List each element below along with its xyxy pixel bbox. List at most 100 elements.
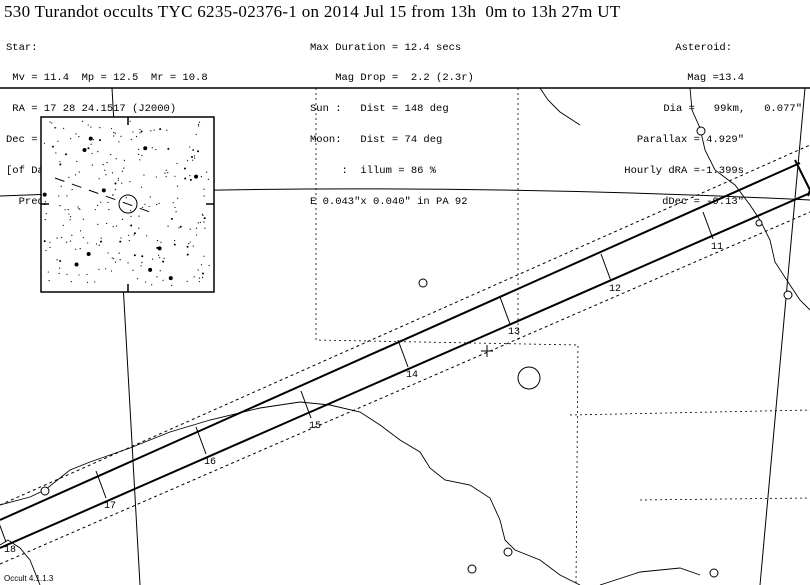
star-dot — [174, 175, 176, 177]
star-dot — [189, 178, 192, 181]
cities — [40, 126, 793, 578]
time-tick — [0, 524, 7, 543]
star-dot — [197, 123, 200, 125]
star-dot — [58, 272, 60, 275]
star-dot — [94, 281, 96, 283]
center-cross — [481, 345, 493, 357]
star-dot — [59, 161, 61, 163]
star-dot — [78, 136, 80, 138]
star-dot — [98, 268, 100, 270]
star-dot — [141, 255, 144, 258]
time-tick-label: 16 — [204, 457, 216, 468]
star-dot — [151, 147, 153, 149]
star-dot — [191, 156, 194, 159]
star-dot — [156, 240, 159, 242]
star-dot — [110, 127, 113, 130]
star-dot — [138, 148, 140, 151]
star-dot — [75, 133, 77, 135]
star-dot — [111, 172, 114, 174]
asteroid-line: dDec = -9.13" — [662, 196, 744, 209]
time-tick-label: 12 — [609, 284, 621, 295]
star-dot — [70, 280, 72, 283]
time-tick — [195, 426, 207, 455]
star-dot — [156, 246, 159, 249]
star-dot — [62, 224, 64, 226]
star-dot — [174, 239, 176, 242]
star-dot — [47, 271, 49, 273]
star-dot — [118, 252, 120, 254]
star-dot — [176, 185, 179, 187]
star-dot — [159, 257, 161, 259]
star-dot — [167, 171, 169, 174]
star-dot — [45, 249, 47, 252]
star-dot — [110, 154, 112, 156]
star-dot — [104, 268, 107, 270]
star-dot — [141, 206, 144, 208]
star-dot — [69, 240, 72, 242]
star-dot — [123, 167, 125, 169]
star-dot — [75, 248, 77, 250]
star-dot — [81, 120, 84, 122]
star-dot — [189, 241, 191, 243]
star-dot — [186, 280, 188, 282]
star-dot — [162, 279, 164, 281]
time-tick — [499, 296, 511, 325]
time-tick-label: 15 — [309, 421, 321, 432]
longitude-line — [759, 87, 806, 585]
star-dot — [49, 246, 51, 249]
star-dot — [129, 181, 131, 183]
star-dot — [114, 182, 117, 185]
state-borders — [315, 88, 810, 585]
star-dot — [100, 237, 102, 239]
star-dot — [152, 258, 154, 260]
time-tick — [702, 211, 714, 240]
star-dot — [71, 234, 73, 236]
star-dot — [199, 221, 201, 224]
star-dot — [114, 189, 117, 191]
star-dot — [78, 274, 80, 276]
star-dot — [197, 269, 199, 271]
time-tick — [95, 470, 107, 499]
star-dot — [69, 216, 72, 218]
star-dot — [105, 174, 107, 176]
star-dot — [195, 227, 198, 229]
star-dot — [98, 244, 100, 246]
event-line: Mag Drop = 2.2 (2.3r) — [310, 72, 474, 85]
star-dot — [61, 236, 63, 239]
star-dot — [197, 125, 200, 127]
star-dot — [198, 281, 201, 283]
star-dot — [138, 227, 140, 229]
star-dot — [117, 177, 119, 179]
star-dot — [127, 234, 130, 236]
asteroid-line: Hourly dRA =-1.399s — [624, 165, 744, 178]
time-tick-label: 13 — [508, 327, 520, 338]
star-dot — [101, 188, 106, 193]
star-dot — [49, 241, 51, 243]
version-label: Occult 4.1.1.3 — [4, 574, 54, 583]
star-dot — [118, 141, 120, 143]
star-dot — [138, 215, 140, 217]
star-dot — [87, 124, 89, 126]
star-dot — [163, 257, 165, 259]
star-dot — [99, 127, 101, 129]
star-dot — [150, 130, 152, 132]
star-dot — [155, 149, 157, 151]
star-dot — [197, 222, 199, 224]
star-dot — [121, 218, 124, 220]
star-dot — [155, 176, 157, 178]
star-dot — [60, 185, 62, 187]
time-tick — [300, 390, 312, 419]
star-dot — [91, 164, 93, 166]
star-dot — [86, 281, 89, 283]
star-dot — [106, 161, 108, 164]
star-dot — [100, 201, 102, 203]
star-dot — [193, 155, 196, 157]
star-dot — [197, 150, 200, 153]
star-dot — [204, 227, 206, 229]
star-dot — [88, 136, 93, 141]
asteroid-line: Parallax = 4.929" — [636, 134, 744, 147]
star-dot — [201, 276, 204, 278]
star-dot — [115, 225, 118, 227]
star-dot — [140, 265, 142, 267]
star-dot — [67, 209, 69, 211]
